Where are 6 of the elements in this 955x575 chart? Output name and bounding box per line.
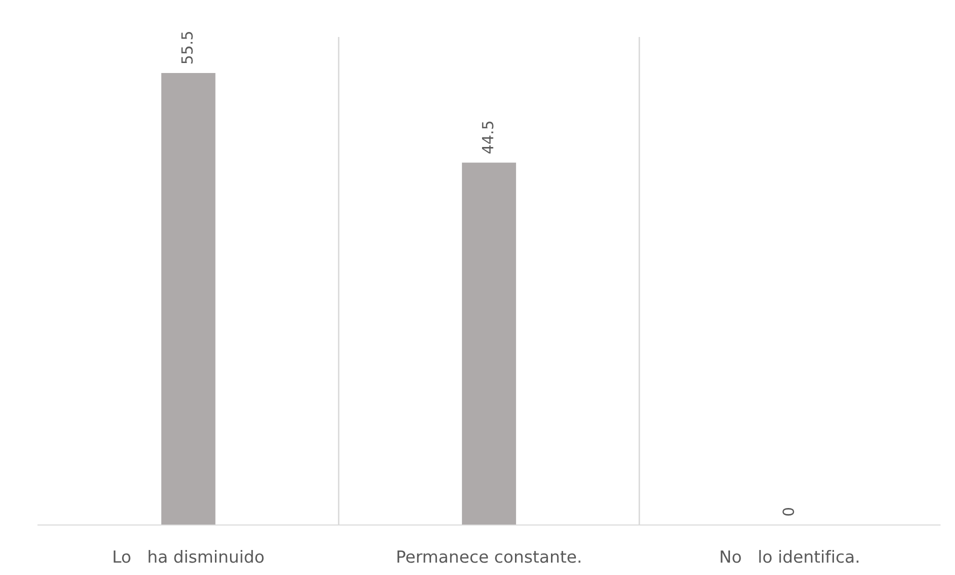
- data-label: 0: [782, 508, 794, 516]
- data-label: 44.5: [482, 122, 494, 154]
- x-tick-label: Permanece constante.: [398, 550, 580, 563]
- x-tick-label: Lo ha disminuido: [114, 550, 264, 563]
- x-tick-label: No lo identifica.: [720, 550, 858, 563]
- data-label: 55.5: [181, 32, 193, 64]
